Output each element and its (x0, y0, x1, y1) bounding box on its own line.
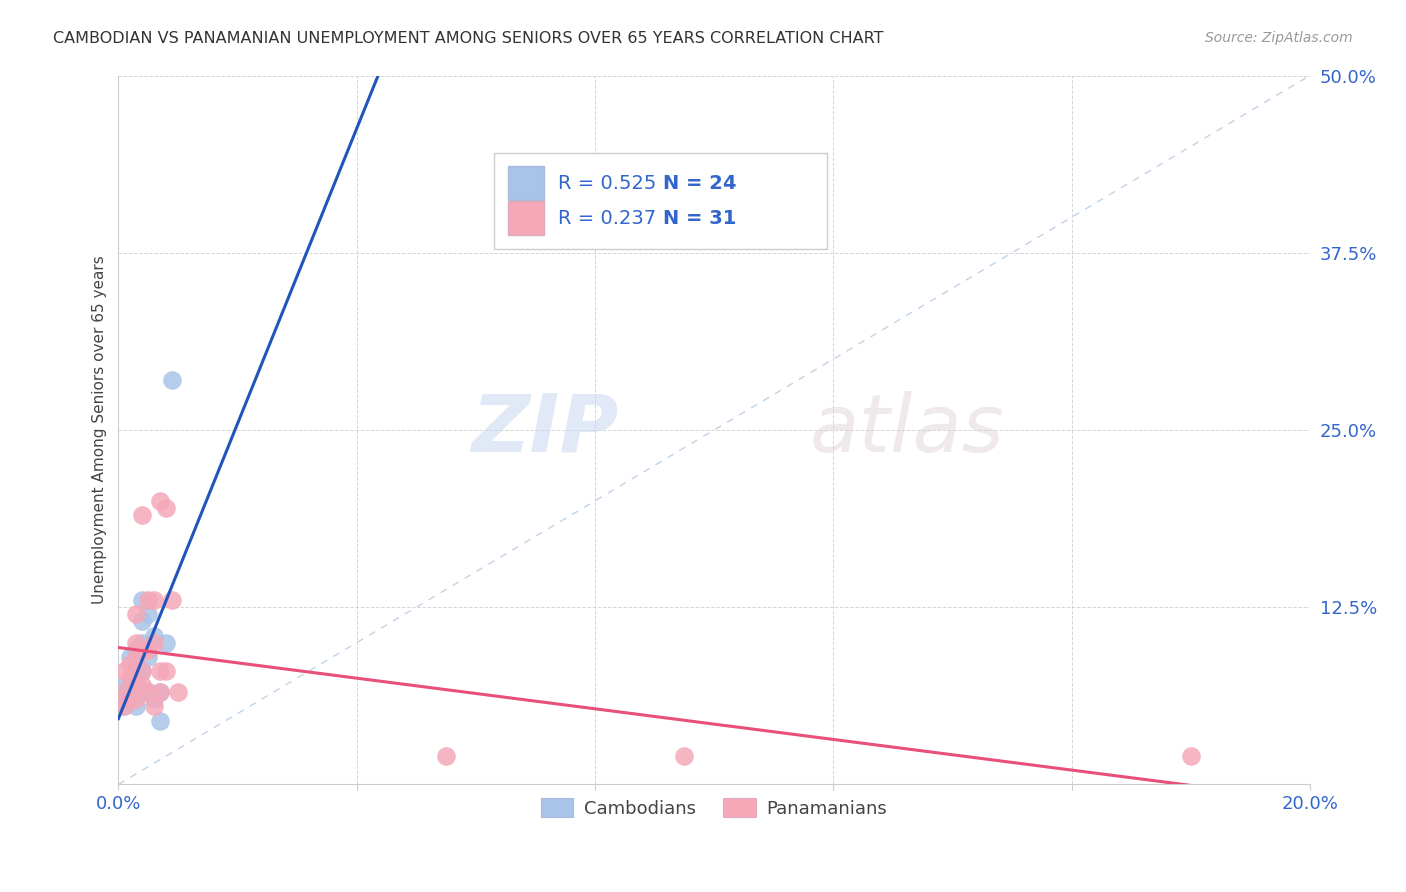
Text: CAMBODIAN VS PANAMANIAN UNEMPLOYMENT AMONG SENIORS OVER 65 YEARS CORRELATION CHA: CAMBODIAN VS PANAMANIAN UNEMPLOYMENT AMO… (53, 31, 884, 46)
Point (160, 593, 183, 607)
Point (143, 692, 166, 706)
Point (120, 692, 142, 706)
FancyBboxPatch shape (494, 153, 827, 249)
Point (136, 593, 159, 607)
Point (149, 714, 172, 728)
Point (125, 671, 148, 685)
Point (136, 649, 159, 664)
Point (143, 699, 166, 714)
Legend: Cambodians, Panamanians: Cambodians, Panamanians (534, 791, 894, 825)
Point (1180, 749, 1202, 764)
Point (125, 678, 148, 692)
Point (125, 607, 148, 622)
Point (131, 664, 153, 678)
Point (125, 642, 148, 657)
Point (131, 508, 153, 522)
Point (143, 593, 166, 607)
Text: atlas: atlas (810, 391, 1004, 469)
Point (434, 749, 457, 764)
Point (131, 642, 153, 657)
Point (149, 685, 172, 699)
Text: R = 0.237: R = 0.237 (558, 209, 657, 227)
Point (112, 678, 135, 692)
Point (149, 685, 172, 699)
Point (120, 692, 142, 706)
Point (120, 657, 142, 671)
Point (112, 664, 135, 678)
Text: N = 24: N = 24 (662, 174, 737, 193)
Point (125, 699, 148, 714)
Point (155, 500, 177, 515)
Point (673, 749, 696, 764)
Point (160, 373, 183, 387)
Point (125, 657, 148, 671)
FancyBboxPatch shape (508, 201, 544, 235)
Point (125, 635, 148, 649)
Point (112, 685, 135, 699)
Point (120, 678, 142, 692)
Text: N = 31: N = 31 (662, 209, 737, 227)
Point (131, 635, 153, 649)
Point (131, 593, 153, 607)
Point (112, 699, 135, 714)
Point (125, 692, 148, 706)
Point (136, 685, 159, 699)
Point (131, 678, 153, 692)
Point (136, 642, 159, 657)
Text: Source: ZipAtlas.com: Source: ZipAtlas.com (1205, 31, 1353, 45)
Text: R = 0.525: R = 0.525 (558, 174, 657, 193)
Point (120, 649, 142, 664)
Point (143, 629, 166, 643)
Point (125, 649, 148, 664)
Point (120, 671, 142, 685)
Point (136, 607, 159, 622)
Point (155, 635, 177, 649)
Point (167, 685, 190, 699)
Point (112, 685, 135, 699)
Point (149, 494, 172, 508)
Point (131, 615, 153, 629)
Point (143, 635, 166, 649)
Point (149, 664, 172, 678)
Text: ZIP: ZIP (471, 391, 619, 469)
Point (136, 685, 159, 699)
Point (131, 664, 153, 678)
Point (112, 699, 135, 714)
Point (155, 664, 177, 678)
FancyBboxPatch shape (508, 166, 544, 201)
Y-axis label: Unemployment Among Seniors over 65 years: Unemployment Among Seniors over 65 years (93, 256, 107, 605)
Point (131, 685, 153, 699)
